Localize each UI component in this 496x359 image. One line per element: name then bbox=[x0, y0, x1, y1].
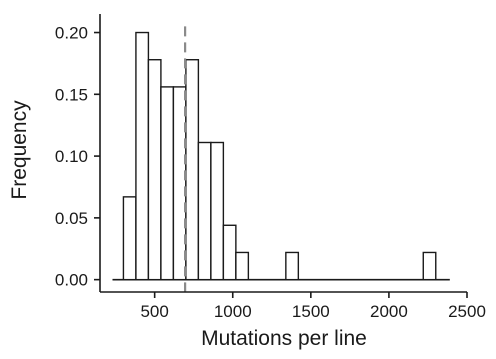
y-axis-title: Frequency bbox=[8, 100, 31, 200]
x-tick-label: 500 bbox=[140, 302, 168, 321]
y-tick-label: 0.20 bbox=[55, 24, 88, 43]
y-tick-label: 0.15 bbox=[55, 85, 88, 104]
y-tick-label: 0.00 bbox=[55, 271, 88, 290]
x-axis-title: Mutations per line bbox=[201, 327, 367, 350]
histogram-bar bbox=[185, 59, 200, 281]
axes-layer bbox=[99, 14, 467, 293]
y-tick-label: 0.10 bbox=[55, 147, 88, 166]
histogram-bar bbox=[147, 59, 162, 281]
histogram-bar bbox=[197, 141, 212, 281]
x-tick-label: 1500 bbox=[292, 302, 330, 321]
x-tick-label: 1000 bbox=[214, 302, 252, 321]
histogram-bar bbox=[235, 251, 250, 281]
x-tick-label: 2500 bbox=[448, 302, 486, 321]
x-ticks-layer: 500 1000 1500 2000 2500 bbox=[140, 292, 486, 321]
histogram-bar bbox=[160, 86, 175, 281]
bars-layer bbox=[122, 31, 437, 281]
histogram-bar bbox=[285, 251, 300, 281]
y-tick-label: 0.05 bbox=[55, 209, 88, 228]
histogram-bar bbox=[135, 31, 150, 281]
histogram-bar bbox=[210, 141, 225, 281]
x-tick-label: 2000 bbox=[370, 302, 408, 321]
y-ticks-layer: 0.00 0.05 0.10 0.15 0.20 bbox=[55, 24, 100, 290]
histogram-bar bbox=[222, 224, 237, 281]
histogram-bar bbox=[122, 196, 137, 281]
histogram-bar bbox=[422, 251, 437, 281]
